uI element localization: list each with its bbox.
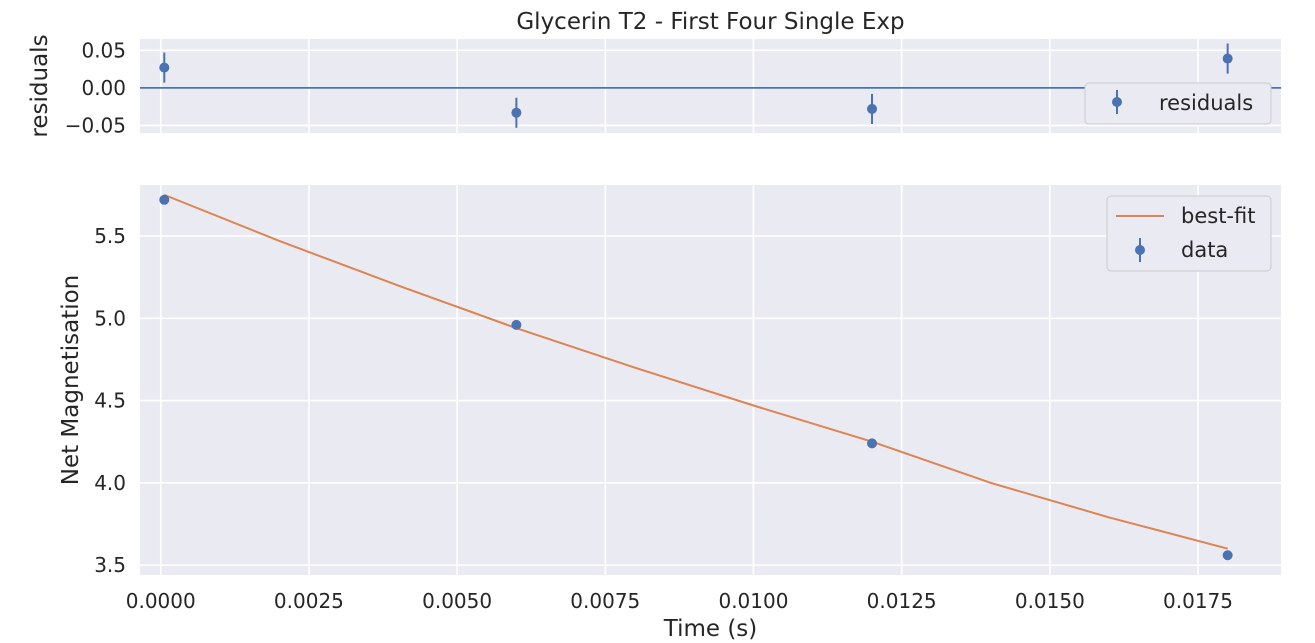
residuals-legend-dot [1112,97,1122,107]
x-tick-label: 0.0150 [1015,589,1085,613]
data-legend-label: data [1181,238,1228,262]
residuals-legend: residuals [1084,82,1272,125]
residuals-y-axis-label: residuals [27,34,53,137]
residuals-legend-label: residuals [1159,91,1253,115]
residual-point [1222,53,1233,64]
magnetisation-grid [140,185,1281,575]
x-tick-label: 0.0125 [867,589,937,613]
magnetisation-y-axis-label: Net Magnetisation [58,275,84,486]
data-point [511,319,522,330]
residuals-y-ticks: 0.05 0.00 −0.05 [65,38,126,137]
data-legend-dot [1135,245,1145,255]
residual-point [867,103,878,114]
magnetisation-y-tick-label: 5.0 [94,306,126,330]
x-tick-label: 0.0050 [422,589,492,613]
best-fit-legend-label: best-fit [1181,204,1255,228]
best-fit-line [163,193,1228,550]
x-tick-label: 0.0175 [1163,589,1233,613]
magnetisation-plot-area [140,185,1281,575]
magnetisation-panel: 3.5 4.0 4.5 5.0 5.5 0.0000 0.0025 0.0050 0.0075… [58,185,1281,642]
magnetisation-marks [159,193,1233,561]
x-tick-label: 0.0100 [718,589,788,613]
x-axis-label: Time (s) [663,616,758,642]
residual-point [511,107,522,118]
residuals-y-tick-label: 0.00 [81,76,126,100]
residuals-y-tick-label: −0.05 [65,113,126,137]
magnetisation-legend-box [1106,195,1272,272]
x-tick-label: 0.0025 [274,589,344,613]
data-point [159,194,170,205]
magnetisation-y-tick-label: 4.0 [94,471,126,495]
data-legend-marker [1135,238,1145,262]
data-point [1222,550,1233,561]
magnetisation-y-tick-label: 4.5 [94,389,126,413]
magnetisation-y-ticks: 3.5 4.0 4.5 5.0 5.5 [94,224,126,577]
magnetisation-y-tick-label: 3.5 [94,553,126,577]
x-axis-ticks: 0.0000 0.0025 0.0050 0.0075 0.0100 0.0125 0.01… [126,589,1233,613]
magnetisation-y-tick-label: 5.5 [94,224,126,248]
residual-point [159,62,170,73]
x-tick-label: 0.0000 [126,589,196,613]
residuals-legend-marker [1112,90,1122,114]
residuals-legend-box [1084,82,1272,125]
residuals-panel: 0.05 0.00 −0.05 Glycerin T2 - First Four S… [27,9,1281,138]
magnetisation-legend: best-fit data [1106,195,1272,272]
chart-title: Glycerin T2 - First Four Single Exp [516,9,904,35]
x-tick-label: 0.0075 [570,589,640,613]
residuals-y-tick-label: 0.05 [81,38,126,62]
data-point [867,438,878,449]
